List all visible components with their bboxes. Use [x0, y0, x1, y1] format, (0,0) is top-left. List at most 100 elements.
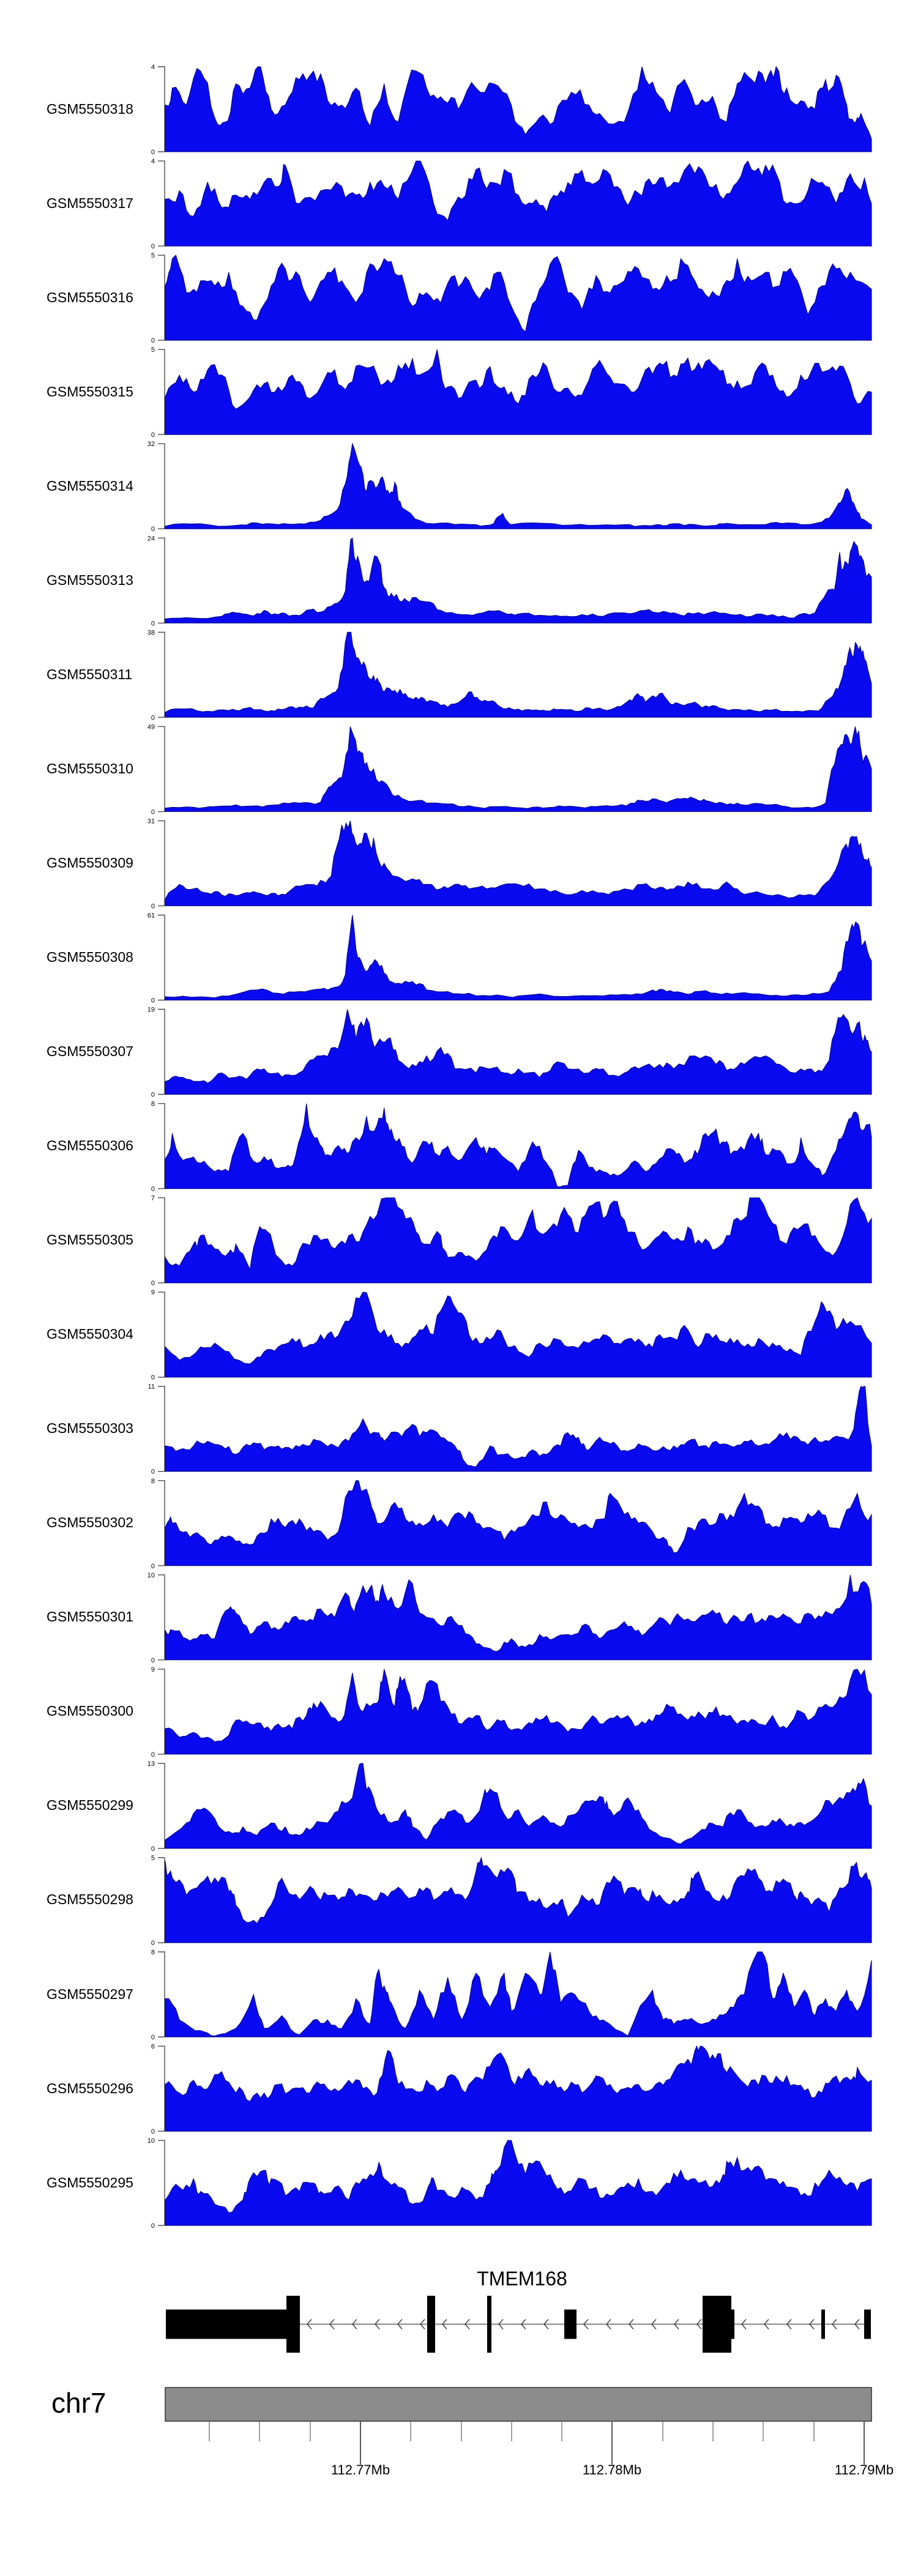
- track-axis-GSM5550313: 24 0: [147, 535, 165, 627]
- track-label-GSM5550317: GSM5550317: [47, 195, 133, 211]
- exon-cds: [427, 2296, 435, 2353]
- signal-area-GSM5550315: [165, 349, 872, 435]
- svg-text:0: 0: [151, 1186, 155, 1193]
- svg-text:9: 9: [151, 1289, 155, 1297]
- signal-area-GSM5550308: [165, 915, 872, 1000]
- track-axis-GSM5550308: 61 0: [147, 912, 165, 1005]
- svg-text:0: 0: [151, 1657, 155, 1664]
- svg-text:0: 0: [151, 431, 155, 439]
- svg-text:0: 0: [151, 1845, 155, 1853]
- track-axis-GSM5550295: 10 0: [147, 2137, 165, 2230]
- signal-area-GSM5550295: [165, 2140, 872, 2226]
- svg-text:0: 0: [151, 1751, 155, 1759]
- svg-text:0: 0: [151, 1280, 155, 1287]
- track-axis-GSM5550316: 50: [151, 252, 165, 344]
- track-axis-GSM5550302: 80: [151, 1478, 165, 1570]
- svg-text:10: 10: [147, 2137, 155, 2145]
- track-label-GSM5550301: GSM5550301: [47, 1609, 133, 1625]
- svg-text:0: 0: [151, 1374, 155, 1382]
- svg-text:0: 0: [151, 2222, 155, 2230]
- signal-area-GSM5550297: [165, 1951, 872, 2038]
- signal-area-GSM5550300: [165, 1669, 872, 1755]
- svg-text:0: 0: [151, 1563, 155, 1570]
- svg-text:5: 5: [151, 1855, 155, 1862]
- signal-area-GSM5550313: [165, 537, 872, 624]
- track-axis-GSM5550300: 90: [151, 1666, 165, 1759]
- gene-name-label: TMEM168: [477, 2268, 567, 2290]
- exon-utr: [864, 2309, 871, 2339]
- svg-text:0: 0: [151, 1469, 155, 1476]
- chromosome-label: chr7: [51, 2387, 106, 2419]
- signal-area-GSM5550303: [165, 1385, 872, 1472]
- exon-utr: [564, 2309, 577, 2339]
- track-axis-GSM5550303: 11 0: [148, 1383, 165, 1476]
- track-axis-GSM5550298: 50: [151, 1855, 165, 1947]
- axis-tick-label-112.78: 112.78Mb: [582, 2462, 642, 2477]
- svg-text:24: 24: [147, 535, 155, 542]
- exon-cds: [703, 2296, 731, 2353]
- track-label-GSM5550313: GSM5550313: [47, 572, 133, 588]
- svg-text:7: 7: [151, 1195, 155, 1202]
- svg-text:8: 8: [151, 1949, 155, 1956]
- signal-area-GSM5550317: [165, 160, 872, 247]
- svg-text:10: 10: [147, 1572, 155, 1579]
- svg-text:0: 0: [151, 714, 155, 721]
- track-label-GSM5550308: GSM5550308: [47, 949, 133, 965]
- svg-text:6: 6: [151, 2043, 155, 2050]
- svg-text:0: 0: [151, 620, 155, 627]
- signal-area-GSM5550301: [165, 1574, 872, 1661]
- signal-area-GSM5550298: [165, 1856, 872, 1943]
- track-axis-GSM5550304: 90: [151, 1289, 165, 1382]
- axis-tick-label-112.79: 112.79Mb: [834, 2462, 894, 2477]
- track-label-GSM5550304: GSM5550304: [47, 1326, 133, 1342]
- svg-text:4: 4: [151, 64, 155, 71]
- exon-utr: [731, 2309, 734, 2339]
- signal-area-GSM5550314: [165, 442, 872, 529]
- track-label-GSM5550310: GSM5550310: [47, 761, 133, 776]
- track-axis-GSM5550296: 60: [151, 2043, 165, 2135]
- track-axis-GSM5550314: 32 0: [147, 441, 165, 533]
- svg-text:0: 0: [151, 997, 155, 1005]
- track-label-GSM5550315: GSM5550315: [47, 384, 133, 400]
- track-axis-GSM5550305: 70: [151, 1195, 165, 1287]
- signal-area-GSM5550306: [165, 1103, 872, 1189]
- track-label-GSM5550306: GSM5550306: [47, 1137, 133, 1153]
- track-label-GSM5550314: GSM5550314: [47, 478, 133, 494]
- track-axis-GSM5550309: 31 0: [147, 817, 165, 910]
- svg-text:0: 0: [151, 1092, 155, 1099]
- signal-area-GSM5550299: [165, 1763, 872, 1849]
- exon-cds: [487, 2296, 491, 2353]
- signal-area-GSM5550302: [165, 1480, 872, 1566]
- track-axis-GSM5550307: 19 0: [147, 1007, 165, 1099]
- track-axis-GSM5550318: 40: [151, 64, 165, 156]
- track-label-GSM5550303: GSM5550303: [47, 1420, 133, 1436]
- svg-text:0: 0: [151, 808, 155, 816]
- track-label-GSM5550300: GSM5550300: [47, 1703, 133, 1719]
- signal-area-GSM5550304: [165, 1292, 872, 1378]
- track-axis-GSM5550310: 49 0: [147, 723, 165, 816]
- svg-text:8: 8: [151, 1101, 155, 1108]
- svg-text:0: 0: [151, 526, 155, 533]
- signal-area-GSM5550307: [165, 1009, 872, 1095]
- track-axis-GSM5550306: 80: [151, 1101, 165, 1193]
- svg-text:0: 0: [151, 2128, 155, 2135]
- signal-area-GSM5550305: [165, 1197, 872, 1284]
- track-label-GSM5550305: GSM5550305: [47, 1232, 133, 1248]
- svg-text:0: 0: [151, 1940, 155, 1947]
- track-label-GSM5550298: GSM5550298: [47, 1891, 133, 1907]
- track-axis-GSM5550297: 80: [151, 1949, 165, 2041]
- track-label-GSM5550299: GSM5550299: [47, 1797, 133, 1813]
- gene-model-TMEM168: [166, 2296, 871, 2353]
- signal-area-GSM5550309: [165, 821, 872, 906]
- track-label-GSM5550311: GSM5550311: [47, 666, 133, 682]
- signal-area-GSM5550311: [165, 631, 872, 718]
- track-axis-GSM5550301: 10 0: [147, 1572, 165, 1664]
- svg-text:49: 49: [147, 723, 155, 731]
- svg-text:0: 0: [151, 337, 155, 344]
- track-axis-GSM5550315: 50: [151, 346, 165, 439]
- svg-text:4: 4: [151, 158, 155, 165]
- svg-text:0: 0: [151, 243, 155, 250]
- signal-area-GSM5550318: [165, 65, 872, 152]
- svg-text:0: 0: [151, 903, 155, 910]
